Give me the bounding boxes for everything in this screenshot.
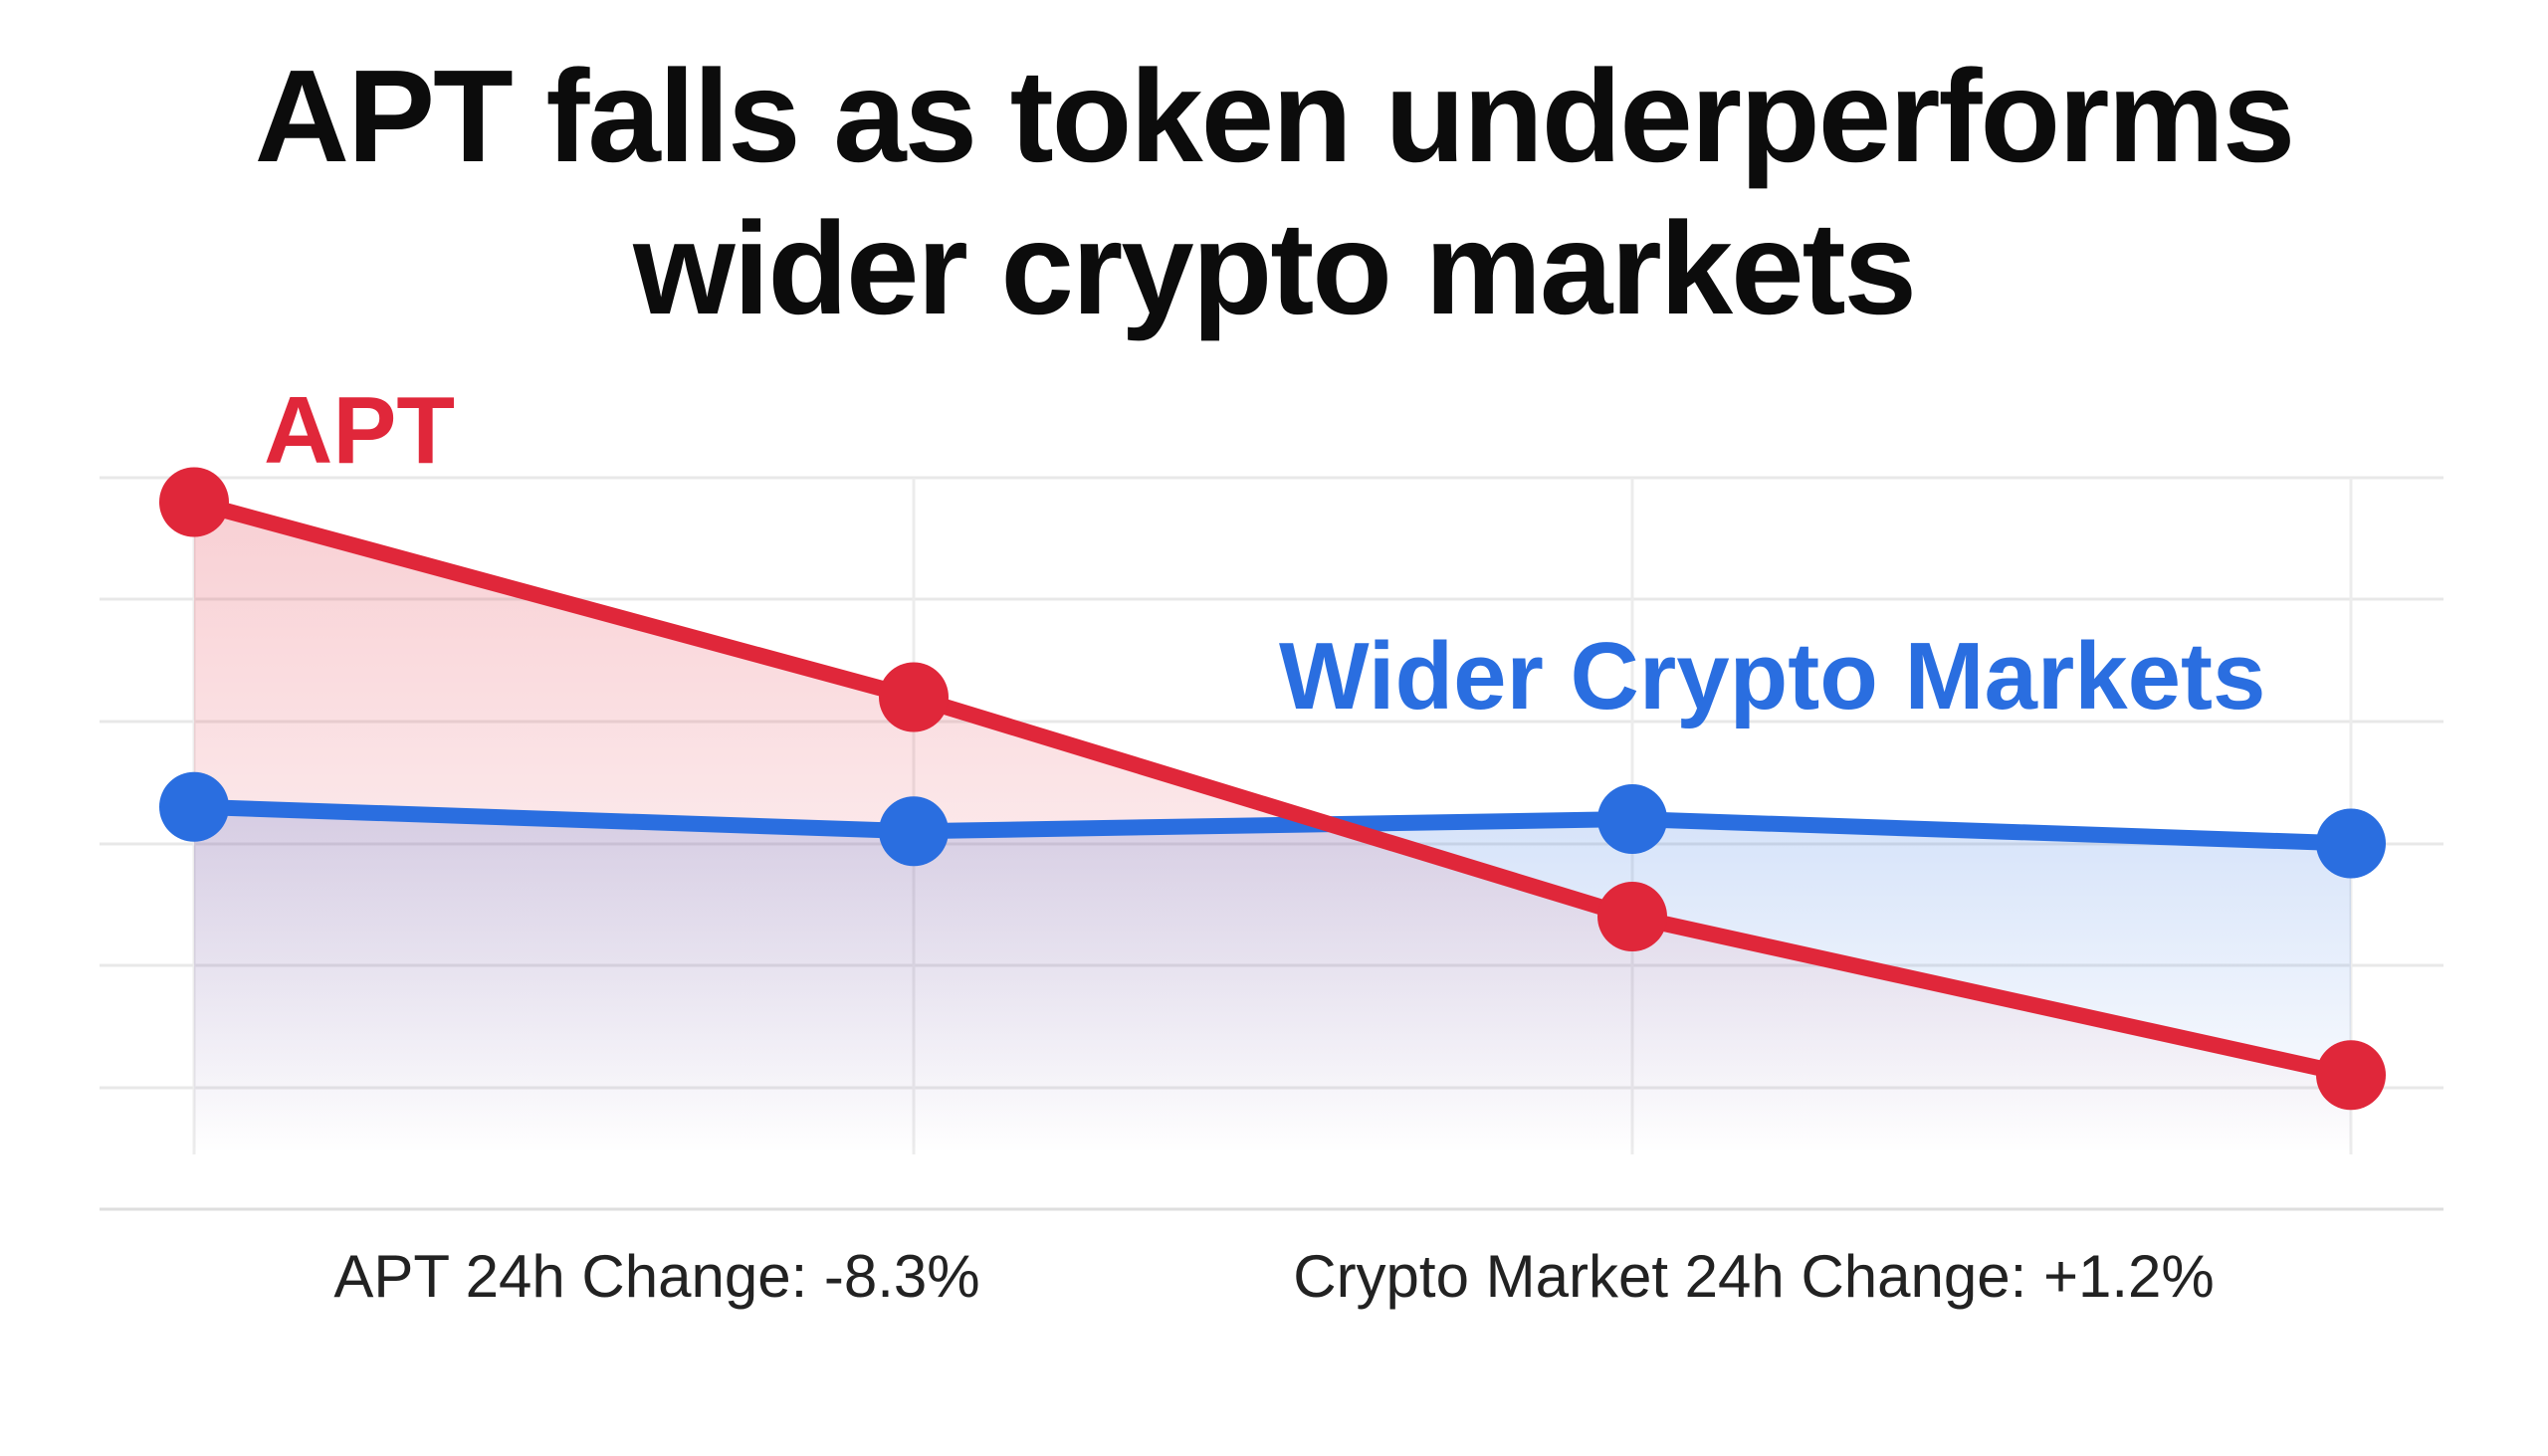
data-point-wider-crypto-markets-2 <box>1597 784 1667 854</box>
apt-change-annotation: APT 24h Change: -8.3% <box>333 1243 979 1310</box>
data-point-apt-1 <box>879 662 949 732</box>
title-line-2: wider crypto markets <box>633 195 1917 342</box>
data-point-wider-crypto-markets-1 <box>879 796 949 867</box>
series-line-apt <box>186 494 2359 1084</box>
series-lines <box>186 494 2359 1084</box>
market-change-annotation: Crypto Market 24h Change: +1.2% <box>1293 1243 2215 1310</box>
series-points <box>159 467 2386 1111</box>
page-title: APT falls as token underperforms wider c… <box>0 40 2548 344</box>
title-line-1: APT falls as token underperforms <box>254 43 2296 189</box>
data-point-apt-0 <box>159 467 229 537</box>
series-label-wider-crypto-markets: Wider Crypto Markets <box>1279 623 2265 729</box>
data-point-wider-crypto-markets-0 <box>159 771 229 842</box>
series-label-apt: APT <box>264 377 455 484</box>
data-point-apt-3 <box>2316 1040 2386 1111</box>
series-line-wider-crypto-markets <box>186 798 2359 852</box>
data-point-apt-2 <box>1597 882 1667 951</box>
data-point-wider-crypto-markets-3 <box>2316 808 2386 879</box>
